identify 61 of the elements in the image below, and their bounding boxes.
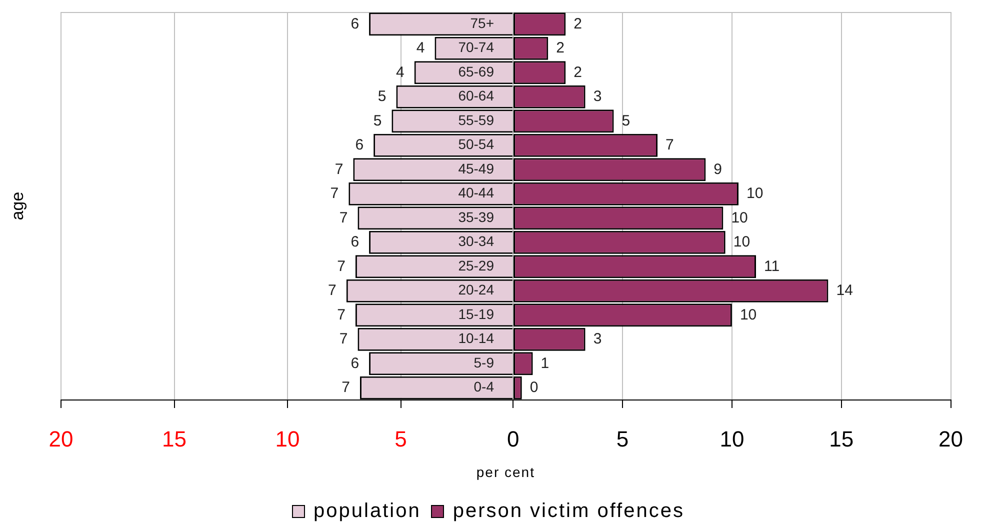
y-tick-label: 5-9 (474, 354, 494, 370)
y-tick-label: 30-34 (458, 233, 494, 250)
data-label: 0 (530, 379, 538, 396)
y-tick-label: 55-59 (458, 112, 494, 128)
y-tick-label: 15-19 (458, 306, 494, 322)
data-label: 6 (350, 354, 360, 372)
legend-label: population (314, 500, 421, 522)
legend-label: person victim offences (452, 500, 684, 522)
data-label: 7 (330, 185, 339, 202)
y-tick-label: 60-64 (458, 88, 494, 104)
data-label: 1 (540, 354, 550, 372)
data-label: 10 (733, 234, 750, 251)
x-tick-label: 20 (48, 426, 74, 452)
data-label: 14 (836, 282, 853, 300)
data-label: 2 (574, 15, 582, 32)
data-label: 7 (334, 160, 344, 178)
x-tick-label: 5 (394, 426, 407, 452)
x-tick-label: 15 (829, 426, 854, 452)
data-label: 5 (378, 88, 386, 106)
y-tick-label: 75+ (470, 14, 494, 31)
data-label: 3 (593, 88, 602, 106)
data-label: 2 (556, 40, 564, 57)
y-tick-label: 35-39 (458, 208, 494, 225)
x-tick-label: 20 (938, 426, 964, 452)
data-label: 5 (373, 112, 382, 130)
data-label: 3 (593, 330, 602, 348)
x-tick-label: 10 (720, 426, 744, 452)
data-label: 7 (337, 258, 346, 275)
y-axis-title: age (8, 192, 27, 220)
x-tick-label: 10 (275, 426, 300, 452)
data-label: 6 (350, 234, 360, 251)
data-label: 10 (746, 185, 764, 202)
x-tick-label: 0 (506, 426, 520, 452)
data-label: 5 (622, 112, 630, 130)
y-tick-label: 25-29 (458, 257, 494, 274)
y-tick-label: 40-44 (458, 184, 494, 201)
x-tick-label: 15 (162, 426, 186, 452)
data-label: 7 (328, 282, 336, 300)
x-tick-label: 5 (616, 426, 629, 452)
data-label: 11 (764, 258, 780, 275)
data-label: 4 (416, 40, 425, 57)
x-axis-title: per cent (476, 464, 535, 480)
data-label: 6 (355, 136, 364, 154)
data-label: 7 (337, 306, 346, 324)
y-tick-label: 45-49 (458, 160, 494, 176)
y-tick-label: 65-69 (458, 63, 494, 80)
data-label: 7 (342, 379, 350, 396)
y-tick-label: 70-74 (458, 39, 494, 56)
data-label: 7 (339, 209, 348, 226)
data-label: 4 (396, 64, 404, 81)
data-label: 2 (574, 64, 582, 81)
data-label: 7 (339, 330, 348, 348)
y-tick-label: 0-4 (474, 378, 494, 395)
y-tick-label: 10-14 (458, 330, 494, 346)
data-label: 7 (666, 136, 674, 154)
data-label: 10 (740, 306, 757, 324)
y-tick-label: 20-24 (458, 282, 494, 298)
data-label: 10 (731, 209, 748, 226)
data-label: 9 (714, 160, 722, 178)
data-label: 6 (350, 15, 360, 32)
y-tick-label: 50-54 (458, 136, 494, 152)
